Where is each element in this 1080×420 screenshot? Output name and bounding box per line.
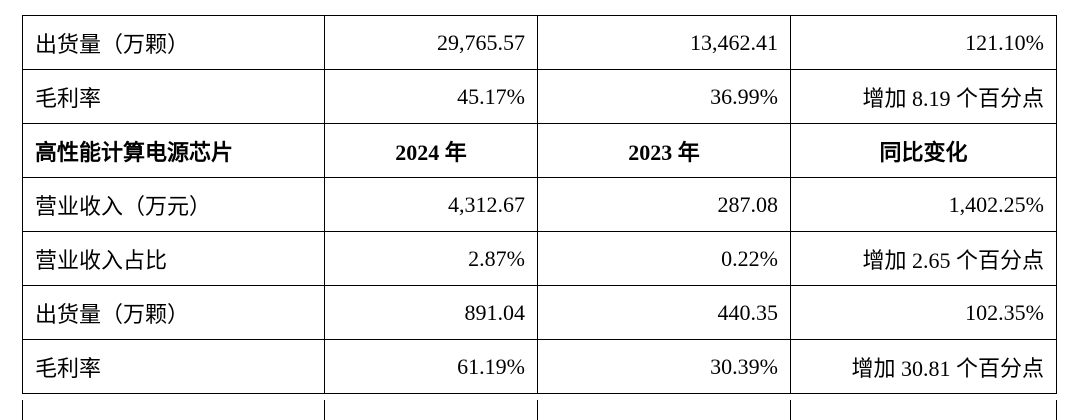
table-cell: 13,462.41 — [537, 15, 791, 70]
table-cell: 2024 年 — [324, 123, 538, 178]
border — [790, 400, 791, 420]
table-cell: 高性能计算电源芯片 — [22, 123, 325, 178]
table-cell: 毛利率 — [22, 69, 325, 124]
table-row: 毛利率 45.17% 36.99% 增加 8.19 个百分点 — [22, 69, 1057, 124]
table-cell: 30.39% — [537, 339, 791, 394]
page: 出货量（万颗） 29,765.57 13,462.41 121.10% 毛利率 45.17… — [22, 15, 1057, 420]
table-cell: 出货量（万颗） — [22, 285, 325, 340]
table-cell: 61.19% — [324, 339, 538, 394]
table-cell: 增加 30.81 个百分点 — [790, 339, 1057, 394]
table-cell: 29,765.57 — [324, 15, 538, 70]
table-cell: 36.99% — [537, 69, 791, 124]
table-cell: 2023 年 — [537, 123, 791, 178]
table-row: 营业收入（万元） 4,312.67 287.08 1,402.25% — [22, 177, 1057, 232]
table-row: 营业收入占比 2.87% 0.22% 增加 2.65 个百分点 — [22, 231, 1057, 286]
border — [22, 400, 23, 420]
table-row: 出货量（万颗） 891.04 440.35 102.35% — [22, 285, 1057, 340]
table-cell: 0.22% — [537, 231, 791, 286]
table-cell: 营业收入占比 — [22, 231, 325, 286]
table-cell: 4,312.67 — [324, 177, 538, 232]
table-cell: 毛利率 — [22, 339, 325, 394]
data-table: 出货量（万颗） 29,765.57 13,462.41 121.10% 毛利率 45.17… — [22, 15, 1057, 394]
table-cell: 营业收入（万元） — [22, 177, 325, 232]
table-cell: 102.35% — [790, 285, 1057, 340]
table-row: 高性能计算电源芯片 2024 年 2023 年同比变化 — [22, 123, 1057, 178]
table-cell: 出货量（万颗） — [22, 15, 325, 70]
table-row: 毛利率 61.19% 30.39% 增加 30.81 个百分点 — [22, 339, 1057, 394]
table-cell: 45.17% — [324, 69, 538, 124]
table-cell: 891.04 — [324, 285, 538, 340]
table-cell: 同比变化 — [790, 123, 1057, 178]
border — [324, 400, 325, 420]
table-cell: 121.10% — [790, 15, 1057, 70]
table-cell: 增加 2.65 个百分点 — [790, 231, 1057, 286]
border — [1056, 400, 1057, 420]
table-body: 出货量（万颗） 29,765.57 13,462.41 121.10% 毛利率 45.17… — [22, 15, 1057, 394]
table-cell: 增加 8.19 个百分点 — [790, 69, 1057, 124]
table-cell: 287.08 — [537, 177, 791, 232]
table-cell: 2.87% — [324, 231, 538, 286]
table-cell: 440.35 — [537, 285, 791, 340]
table-cell: 1,402.25% — [790, 177, 1057, 232]
border — [537, 400, 538, 420]
table-row: 出货量（万颗） 29,765.57 13,462.41 121.10% — [22, 15, 1057, 70]
